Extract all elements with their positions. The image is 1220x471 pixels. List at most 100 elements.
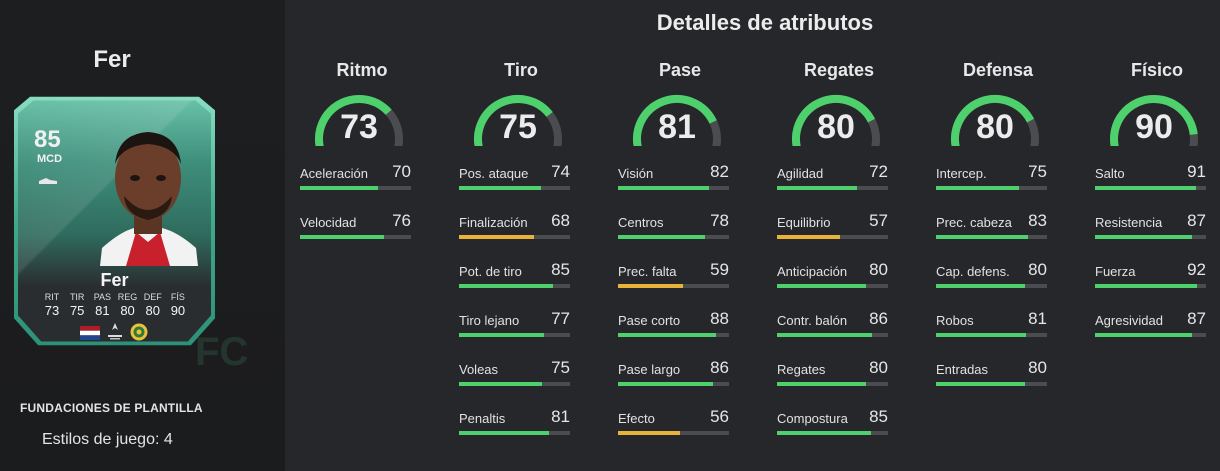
category-value: 80 [817, 108, 855, 146]
attribute-row: Regates 80 [777, 356, 892, 386]
attribute-bar-track [777, 431, 888, 435]
attribute-row: Resistencia 87 [1095, 209, 1210, 239]
attribute-label: Agilidad [777, 166, 824, 181]
attribute-bar-track [618, 186, 729, 190]
attribute-bar-track [618, 431, 729, 435]
attribute-label: Efecto [618, 411, 655, 426]
category-gauge [1109, 94, 1198, 146]
attribute-label: Pos. ataque [459, 166, 529, 181]
attribute-bar-fill [459, 235, 535, 239]
attribute-row: Anticipación 80 [777, 258, 892, 288]
attribute-label: Contr. balón [777, 313, 848, 328]
card-position: MCD [37, 153, 63, 165]
attribute-label: Velocidad [300, 215, 357, 230]
attribute-bar-fill [459, 333, 545, 337]
attribute-value: 86 [710, 358, 729, 377]
attribute-value: 68 [551, 211, 570, 230]
attribute-bar-track [936, 382, 1047, 386]
card-stat-value: 80 [145, 303, 160, 318]
attribute-bar-fill [459, 431, 549, 435]
attribute-bar-track [777, 382, 888, 386]
attribute-bar-fill [459, 284, 554, 288]
attribute-bar-fill [936, 186, 1020, 190]
gauge-fill [474, 95, 553, 146]
attribute-value: 74 [551, 162, 570, 181]
attribute-bar-track [459, 431, 570, 435]
watermark-logo: FC [195, 330, 249, 374]
attribute-value: 80 [1028, 358, 1047, 377]
category-value: 75 [499, 108, 537, 146]
gauge-fill [951, 95, 1035, 146]
attribute-value: 80 [869, 260, 888, 279]
attribute-label: Penaltis [459, 411, 506, 426]
attribute-label: Aceleración [300, 166, 368, 181]
attribute-bar-fill [936, 333, 1026, 337]
category-name: Regates [803, 60, 875, 80]
netherlands-flag-icon [80, 326, 100, 340]
attribute-row: Finalización 68 [459, 209, 574, 239]
attribute-label: Resistencia [1095, 215, 1163, 230]
playstyles-count[interactable]: Estilos de juego: 4 [42, 431, 173, 448]
attribute-label: Finalización [459, 215, 528, 230]
boot-icon [39, 178, 57, 184]
attribute-label: Robos [936, 313, 974, 328]
attribute-bar-fill [936, 235, 1029, 239]
attribute-bar-track [618, 235, 729, 239]
attribute-bar-track [459, 235, 570, 239]
card-stat: FÍS 90 [166, 292, 190, 318]
card-stat-value: 73 [44, 303, 60, 318]
attribute-bar-track [618, 284, 729, 288]
card-player-name: Fer [100, 270, 129, 290]
attribute-bar-track [618, 382, 729, 386]
attribute-value: 87 [1187, 309, 1206, 328]
player-card[interactable] [18, 100, 211, 342]
attribute-bar-track [936, 284, 1047, 288]
category-gauge [633, 94, 721, 146]
attribute-row: Cap. defens. 80 [936, 258, 1051, 288]
card-stat: TIR 75 [65, 292, 89, 318]
attribute-row: Visión 82 [618, 160, 733, 190]
attribute-row: Pot. de tiro 85 [459, 258, 574, 288]
attribute-value: 82 [710, 162, 729, 181]
attribute-bar-fill [777, 284, 866, 288]
attribute-label: Pot. de tiro [459, 264, 522, 279]
category-name: Ritmo [336, 60, 388, 80]
attribute-bar-fill [300, 186, 378, 190]
category-value: 80 [976, 108, 1014, 146]
attribute-value: 80 [1028, 260, 1047, 279]
attribute-value: 75 [551, 358, 570, 377]
attribute-value: 86 [869, 309, 888, 328]
attribute-value: 59 [710, 260, 729, 279]
attribute-label: Pase corto [618, 313, 681, 328]
card-stat-label: FÍS [170, 292, 185, 302]
attribute-bar-fill [459, 382, 543, 386]
card-stat-label: RIT [44, 292, 60, 302]
attribute-label: Cap. defens. [936, 264, 1010, 279]
card-stat: DEF 80 [141, 292, 165, 318]
attribute-value: 80 [869, 358, 888, 377]
attribute-row: Robos 81 [936, 307, 1051, 337]
attribute-bar-track [300, 235, 411, 239]
gauge-fill [1109, 94, 1198, 146]
attribute-bar-track [936, 333, 1047, 337]
attribute-row: Equilibrio 57 [777, 209, 892, 239]
attribute-bar-fill [618, 186, 710, 190]
attribute-label: Intercep. [936, 166, 987, 181]
attribute-bar-track [1095, 235, 1206, 239]
attribute-label: Agresividad [1095, 313, 1163, 328]
attribute-bar-fill [300, 235, 385, 239]
club-crest-icon [130, 323, 148, 341]
attribute-row: Pase largo 86 [618, 356, 733, 386]
attribute-value: 91 [1187, 162, 1206, 181]
card-stat: PAS 81 [90, 292, 114, 318]
attribute-label: Prec. cabeza [936, 215, 1012, 230]
attribute-row: Penaltis 81 [459, 405, 574, 435]
category-name: Defensa [962, 60, 1034, 80]
attribute-bar-fill [1095, 235, 1192, 239]
attribute-row: Aceleración 70 [300, 160, 415, 190]
player-panel: Fer 85 MCD Fer RIT 73 TIR 75 PAS 81 REG [0, 0, 285, 471]
category-gauge [792, 94, 880, 146]
attribute-value: 92 [1187, 260, 1206, 279]
attribute-value: 87 [1187, 211, 1206, 230]
attribute-bar-fill [777, 382, 866, 386]
